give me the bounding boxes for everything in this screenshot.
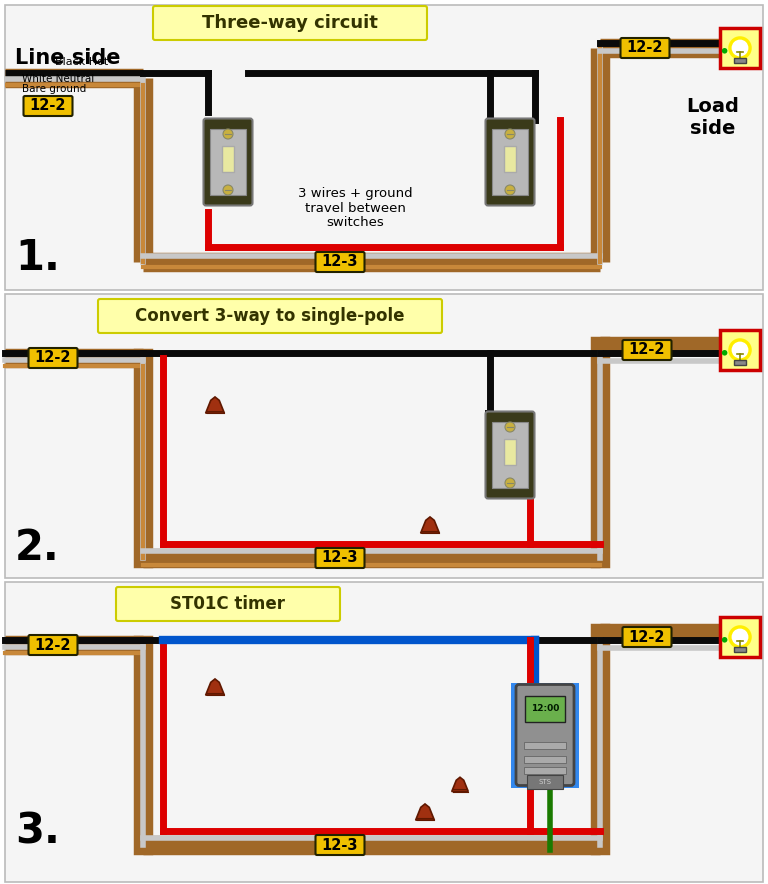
Bar (5, 5, 763, 290)
Polygon shape (415, 804, 435, 820)
Text: Convert 3-way to single-pole: Convert 3-way to single-pole (135, 307, 405, 325)
Bar (734, 57, 746, 64)
Bar (524, 743, 566, 750)
Text: 12-2: 12-2 (35, 350, 71, 365)
Text: Load
side: Load side (687, 97, 740, 139)
FancyBboxPatch shape (516, 684, 574, 786)
FancyBboxPatch shape (485, 411, 535, 499)
Text: 12-3: 12-3 (322, 255, 358, 270)
FancyBboxPatch shape (98, 299, 442, 333)
Text: 2.: 2. (15, 527, 60, 569)
Bar (525, 696, 565, 722)
Bar (511, 682, 579, 788)
Polygon shape (206, 397, 224, 413)
Circle shape (223, 129, 233, 139)
Circle shape (505, 478, 515, 488)
Circle shape (732, 629, 748, 645)
Circle shape (722, 637, 727, 643)
Text: 12-2: 12-2 (629, 629, 665, 644)
Text: 3.: 3. (15, 811, 60, 853)
Polygon shape (421, 517, 439, 533)
Text: 12-3: 12-3 (322, 551, 358, 566)
Bar (734, 360, 746, 365)
FancyBboxPatch shape (24, 96, 72, 116)
Text: 12-2: 12-2 (629, 342, 665, 357)
Circle shape (505, 129, 515, 139)
FancyBboxPatch shape (485, 118, 535, 205)
FancyBboxPatch shape (153, 6, 427, 40)
Bar (222, 146, 234, 172)
Text: 12-2: 12-2 (35, 637, 71, 652)
Bar (5, 294, 763, 578)
Circle shape (505, 422, 515, 432)
Text: Black Hot: Black Hot (55, 57, 108, 67)
FancyBboxPatch shape (316, 252, 365, 272)
Text: Bare ground: Bare ground (22, 84, 86, 94)
FancyBboxPatch shape (623, 627, 671, 647)
FancyBboxPatch shape (316, 548, 365, 568)
Bar (524, 756, 566, 763)
Circle shape (728, 36, 752, 60)
Text: Three-way circuit: Three-way circuit (202, 14, 378, 32)
Polygon shape (452, 777, 468, 791)
Text: 1.: 1. (15, 237, 60, 279)
Bar (720, 617, 760, 657)
FancyBboxPatch shape (204, 118, 253, 205)
Circle shape (505, 185, 515, 195)
Bar (492, 129, 528, 195)
Circle shape (722, 48, 727, 54)
Bar (5, 582, 763, 882)
Bar (492, 422, 528, 488)
Bar (524, 767, 566, 774)
Text: 12:00: 12:00 (531, 705, 559, 713)
Bar (504, 146, 516, 172)
Text: 12-3: 12-3 (322, 837, 358, 852)
Polygon shape (206, 679, 224, 695)
Text: White Neutral: White Neutral (22, 74, 94, 84)
Bar (210, 129, 246, 195)
Circle shape (223, 185, 233, 195)
FancyBboxPatch shape (316, 835, 365, 855)
FancyBboxPatch shape (116, 587, 340, 621)
Text: 3 wires + ground
travel between
switches: 3 wires + ground travel between switches (298, 187, 412, 230)
Text: 12-2: 12-2 (627, 41, 664, 56)
FancyBboxPatch shape (28, 348, 78, 368)
Text: 12-2: 12-2 (30, 98, 66, 113)
Text: STS: STS (538, 779, 551, 785)
FancyBboxPatch shape (28, 635, 78, 655)
Text: ST01C timer: ST01C timer (170, 595, 286, 613)
Circle shape (732, 341, 748, 358)
Circle shape (732, 40, 748, 57)
Bar (720, 27, 760, 68)
Text: Line side: Line side (15, 48, 121, 68)
Circle shape (728, 339, 752, 362)
Bar (527, 775, 563, 789)
FancyBboxPatch shape (623, 340, 671, 360)
Bar (720, 330, 760, 370)
FancyBboxPatch shape (621, 38, 670, 58)
Bar (734, 647, 746, 652)
Circle shape (722, 350, 727, 355)
Bar (504, 439, 516, 465)
Circle shape (728, 625, 752, 649)
